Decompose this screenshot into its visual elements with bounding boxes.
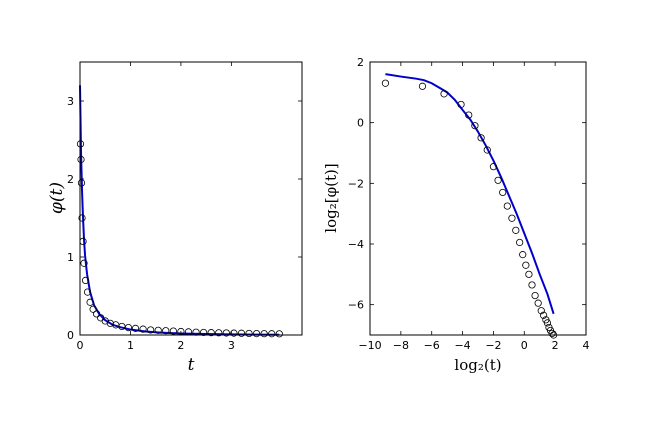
right-data-point	[516, 238, 524, 247]
left-data-point	[207, 329, 215, 337]
right-data-point	[522, 261, 530, 269]
left-x-tick-label: 2	[177, 339, 184, 352]
right-x-tick-label: 0	[521, 339, 528, 352]
right-data-point	[499, 188, 507, 197]
right-x-axis-label: log₂(t)	[454, 356, 501, 374]
left-data-point	[139, 325, 147, 333]
left-data-point	[268, 330, 276, 338]
right-x-tick-label: −4	[454, 339, 470, 352]
left-data-point	[80, 259, 88, 267]
left-data-point	[131, 324, 140, 332]
right-y-tick-label: −2	[348, 177, 364, 190]
left-data-point	[89, 305, 97, 313]
left-data-point	[78, 214, 86, 222]
right-y-tick-label: 2	[357, 56, 364, 69]
right-data-point	[528, 281, 536, 289]
left-series-line	[79, 85, 280, 336]
right-data-point	[457, 100, 465, 109]
right-ticks: −10 −8 −6 −4 −2 0 2 4 2 0 −2 −4 −6	[348, 56, 590, 352]
left-data-point	[237, 329, 246, 337]
left-data-point	[245, 329, 253, 338]
left-data-point	[230, 329, 238, 337]
left-y-tick-label: 1	[67, 251, 74, 264]
right-data-point	[537, 307, 545, 315]
right-y-tick-label: −4	[348, 238, 364, 251]
right-axes-frame	[369, 61, 587, 336]
left-data-point	[81, 276, 90, 284]
left-data-point	[222, 329, 230, 337]
right-data-point	[489, 163, 498, 171]
right-data-point	[508, 214, 516, 222]
right-series-line	[385, 73, 555, 315]
right-data-point	[534, 299, 542, 307]
right-data-point	[494, 176, 502, 184]
right-x-tick-label: −8	[393, 339, 409, 352]
right-data-point	[418, 82, 427, 90]
left-data-point	[106, 319, 114, 327]
left-data-point	[147, 326, 155, 334]
left-data-point	[83, 288, 92, 296]
left-data-point	[124, 323, 133, 332]
right-x-tick-label: 2	[552, 339, 559, 352]
right-y-tick-label: 0	[357, 117, 364, 130]
left-data-point	[154, 326, 162, 334]
left-data-point	[215, 329, 223, 337]
left-data-point	[77, 155, 85, 164]
left-y-axis-label: φ(t)	[47, 182, 67, 214]
left-y-tick-label: 3	[67, 95, 74, 108]
left-y-tick-label: 0	[67, 329, 74, 342]
left-data-point	[260, 330, 268, 338]
right-data-point	[503, 202, 511, 210]
left-data-point	[86, 298, 94, 306]
right-data-point	[483, 146, 491, 154]
left-data-point	[200, 328, 208, 337]
right-data-point	[525, 270, 533, 278]
right-data-point	[440, 90, 448, 98]
right-plot-series	[381, 73, 558, 339]
right-data-point	[543, 319, 552, 327]
left-x-axis-label: t	[188, 355, 195, 375]
left-x-tick-label: 3	[228, 339, 235, 352]
right-y-axis-label: log₂[φ(t)]	[322, 163, 340, 232]
right-data-point	[381, 79, 390, 87]
right-x-tick-label: −10	[358, 339, 381, 352]
right-data-point	[531, 291, 539, 300]
left-data-point	[77, 179, 86, 187]
left-data-point	[275, 330, 283, 338]
right-panel: −10 −8 −6 −4 −2 0 2 4 2 0 −2 −4 −6 log₂(t) log₂[φ(t)…	[322, 56, 590, 374]
left-panel: 0 1 2 3 0 1 2 3 t φ(t)	[47, 61, 303, 375]
left-ticks: 0 1 2 3 0 1 2 3	[67, 62, 302, 352]
right-data-point	[477, 134, 485, 142]
right-y-tick-label: −6	[348, 299, 364, 312]
left-data-point	[162, 327, 170, 335]
left-data-point	[252, 329, 261, 338]
left-data-point	[93, 310, 101, 318]
right-x-tick-label: −2	[485, 339, 501, 352]
left-plot-series	[76, 85, 283, 338]
left-data-point	[169, 327, 177, 335]
left-x-tick-label: 0	[77, 339, 84, 352]
left-y-tick-label: 2	[67, 173, 74, 186]
right-data-point	[465, 111, 473, 119]
right-data-point	[519, 251, 527, 259]
left-axes-frame	[79, 61, 303, 336]
right-x-tick-label: 4	[583, 339, 590, 352]
right-x-tick-label: −6	[424, 339, 440, 352]
right-data-point	[512, 226, 520, 234]
left-x-tick-label: 1	[127, 339, 134, 352]
right-data-point	[539, 311, 548, 319]
right-data-point	[471, 122, 479, 130]
